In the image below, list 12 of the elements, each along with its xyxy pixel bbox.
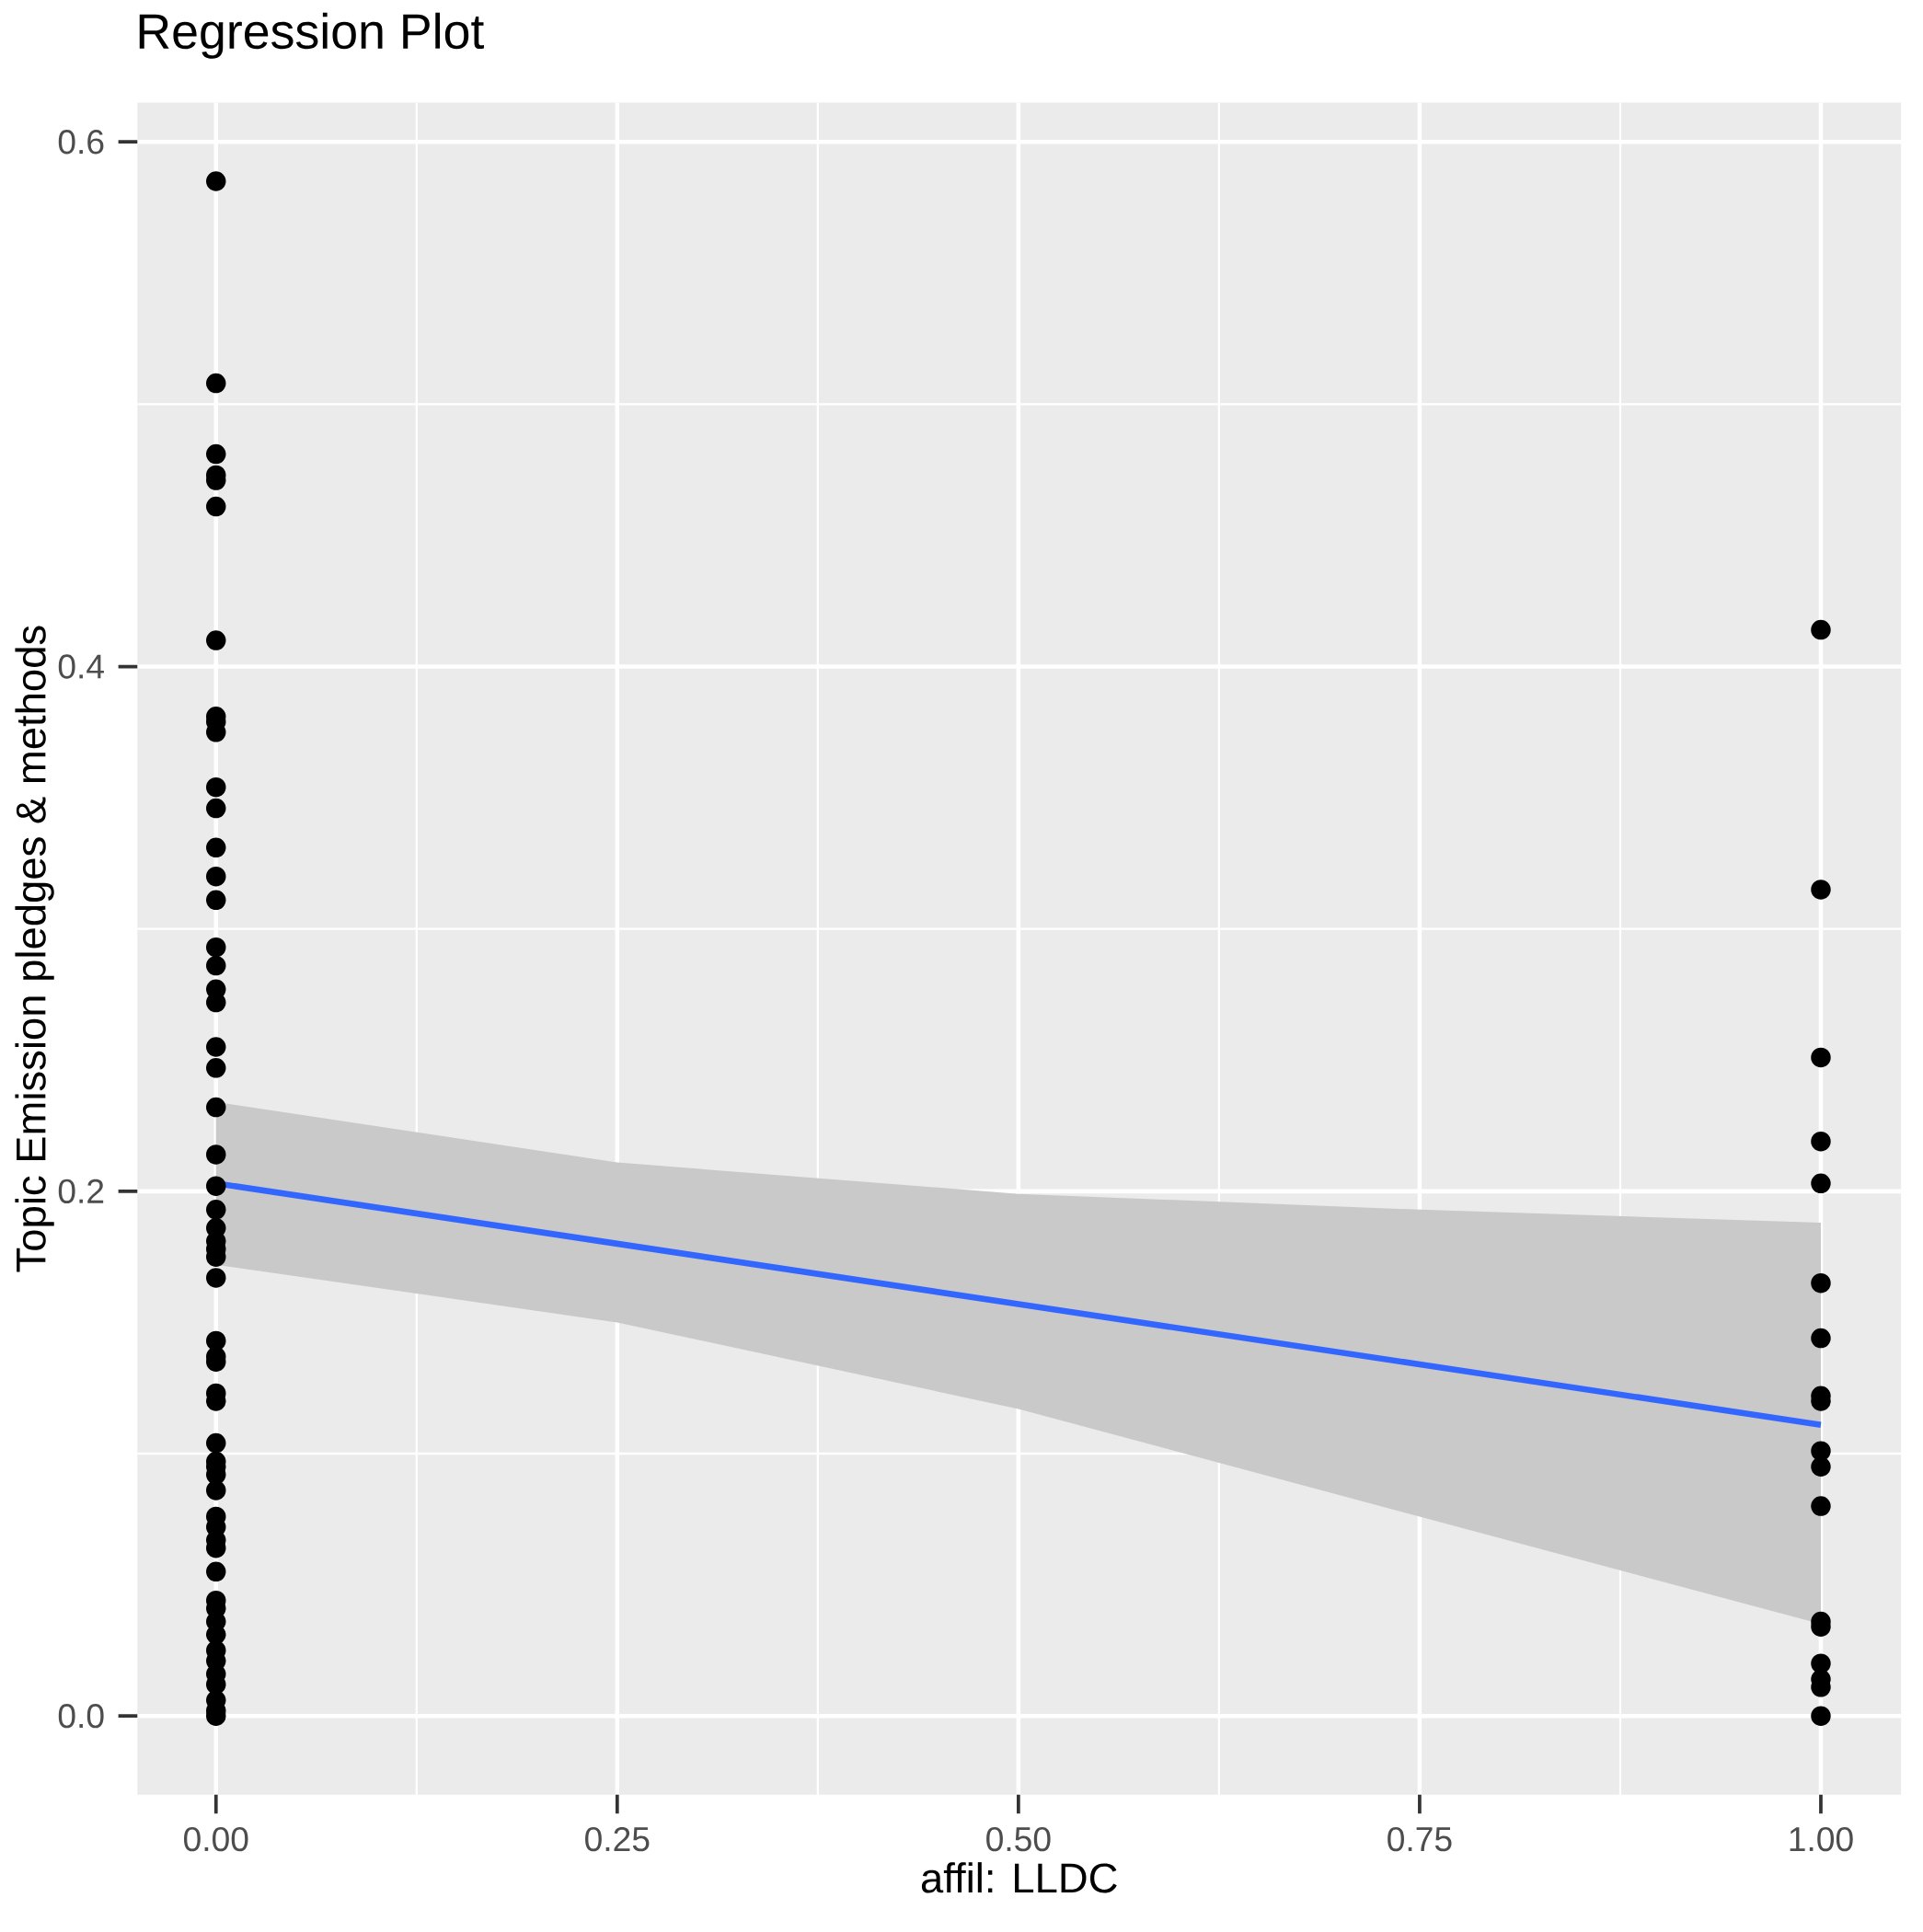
x-tick-label: 0.75 — [1388, 1826, 1452, 1852]
y-tick-label: 0.0 — [58, 1703, 104, 1729]
y-tick-label: 0.6 — [58, 130, 104, 155]
x-axis-title: affil: LLDC — [921, 1862, 1117, 1893]
y-tick-label: 0.4 — [58, 654, 104, 679]
chart-title: Regression Plot — [139, 12, 484, 59]
y-axis-title: Topic Emission pledges & methods — [15, 626, 54, 1272]
y-tick-label: 0.2 — [58, 1179, 104, 1204]
x-tick-label: 0.25 — [585, 1826, 650, 1852]
x-tick-label: 0.50 — [986, 1826, 1051, 1852]
x-tick-label: 0.00 — [183, 1826, 248, 1852]
x-tick-label: 1.00 — [1790, 1826, 1853, 1852]
